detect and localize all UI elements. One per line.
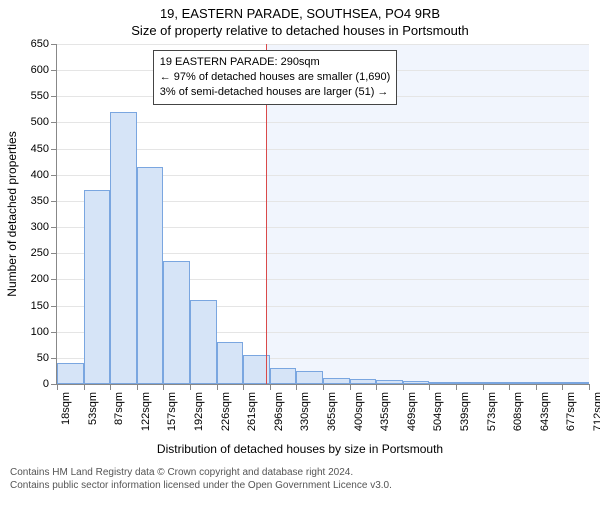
x-tick: [403, 384, 404, 390]
histogram-bar: [429, 382, 456, 384]
histogram-bar: [536, 382, 563, 384]
x-tick: [137, 384, 138, 390]
callout-box: 19 EASTERN PARADE: 290sqm ← 97% of detac…: [153, 50, 398, 105]
x-tick: [190, 384, 191, 390]
histogram-bar: [296, 371, 323, 384]
attribution: Contains HM Land Registry data © Crown c…: [10, 466, 590, 492]
y-tick-label: 100: [31, 326, 49, 338]
x-tick-label: 504sqm: [432, 392, 444, 431]
histogram-bar: [403, 381, 430, 384]
x-tick-label: 330sqm: [299, 392, 311, 431]
x-tick-label: 192sqm: [193, 392, 205, 431]
attribution-line-2: Contains public sector information licen…: [10, 479, 590, 492]
x-tick-label: 53sqm: [87, 392, 99, 425]
histogram-bar: [483, 382, 510, 384]
attribution-line-1: Contains HM Land Registry data © Crown c…: [10, 466, 590, 479]
y-tick-label: 250: [31, 247, 49, 259]
x-tick-label: 400sqm: [353, 392, 365, 431]
x-tick: [217, 384, 218, 390]
x-tick: [57, 384, 58, 390]
y-tick-label: 350: [31, 195, 49, 207]
x-tick-label: 122sqm: [140, 392, 152, 431]
x-tick: [323, 384, 324, 390]
x-tick: [163, 384, 164, 390]
y-tick-label: 0: [43, 378, 49, 390]
x-tick: [429, 384, 430, 390]
x-tick-label: 365sqm: [326, 392, 338, 431]
x-tick: [243, 384, 244, 390]
histogram-bar: [562, 382, 589, 384]
histogram-bar: [57, 363, 84, 384]
x-tick: [562, 384, 563, 390]
y-tick-label: 200: [31, 273, 49, 285]
x-tick: [483, 384, 484, 390]
histogram-bar: [84, 190, 111, 384]
x-tick-label: 435sqm: [379, 392, 391, 431]
page-subtitle: Size of property relative to detached ho…: [0, 23, 600, 38]
x-tick: [509, 384, 510, 390]
x-tick: [84, 384, 85, 390]
histogram-bar: [137, 167, 164, 384]
x-tick: [110, 384, 111, 390]
x-tick-label: 643sqm: [539, 392, 551, 431]
histogram-bar: [509, 382, 536, 384]
x-tick-label: 539sqm: [459, 392, 471, 431]
x-tick-label: 677sqm: [565, 392, 577, 431]
histogram-bar: [456, 382, 483, 384]
y-tick-label: 650: [31, 38, 49, 50]
chart-area: Number of detached properties 0501001502…: [56, 44, 588, 384]
x-tick: [376, 384, 377, 390]
callout-line-1: 19 EASTERN PARADE: 290sqm: [160, 55, 391, 70]
x-tick-label: 157sqm: [166, 392, 178, 431]
y-tick-label: 600: [31, 64, 49, 76]
histogram-bar: [270, 368, 297, 384]
x-axis-title: Distribution of detached houses by size …: [0, 442, 600, 456]
x-tick: [456, 384, 457, 390]
x-tick: [296, 384, 297, 390]
x-tick: [350, 384, 351, 390]
x-tick-label: 18sqm: [60, 392, 72, 425]
y-tick-label: 300: [31, 221, 49, 233]
y-axis-title: Number of detached properties: [5, 131, 19, 296]
y-tick-label: 400: [31, 169, 49, 181]
y-tick-label: 500: [31, 116, 49, 128]
histogram-bar: [376, 380, 403, 384]
page-title: 19, EASTERN PARADE, SOUTHSEA, PO4 9RB: [0, 6, 600, 21]
callout-line-3: 3% of semi-detached houses are larger (5…: [160, 85, 391, 100]
x-tick-label: 261sqm: [246, 392, 258, 431]
histogram-bar: [110, 112, 137, 384]
histogram-bar: [163, 261, 190, 384]
histogram-bar: [217, 342, 244, 384]
histogram-bar: [190, 300, 217, 384]
x-tick-label: 608sqm: [512, 392, 524, 431]
x-tick: [536, 384, 537, 390]
y-tick-label: 450: [31, 143, 49, 155]
histogram-bar: [350, 379, 377, 384]
x-tick-label: 712sqm: [592, 392, 600, 431]
x-tick-label: 296sqm: [273, 392, 285, 431]
x-tick-label: 469sqm: [406, 392, 418, 431]
histogram-bar: [323, 378, 350, 384]
callout-line-2: ← 97% of detached houses are smaller (1,…: [160, 70, 391, 85]
x-tick-label: 87sqm: [113, 392, 125, 425]
x-tick: [589, 384, 590, 390]
y-tick-label: 150: [31, 300, 49, 312]
y-tick-label: 550: [31, 90, 49, 102]
x-tick: [270, 384, 271, 390]
histogram-plot: 0501001502002503003504004505005506006501…: [56, 44, 589, 385]
x-tick-label: 573sqm: [486, 392, 498, 431]
y-tick-label: 50: [37, 352, 49, 364]
x-tick-label: 226sqm: [220, 392, 232, 431]
